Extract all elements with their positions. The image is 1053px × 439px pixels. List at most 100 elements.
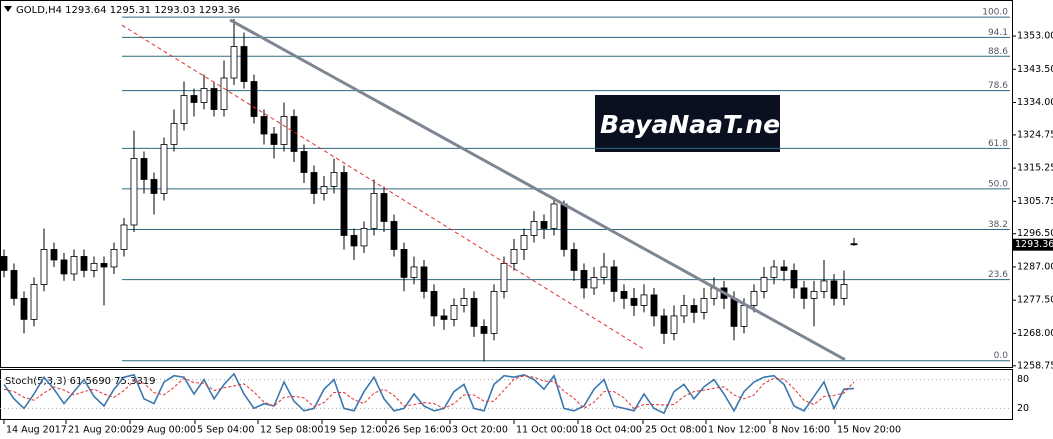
x-tick-label: 25 Oct 08:00 xyxy=(645,425,707,436)
candle-body xyxy=(770,266,778,278)
price-tag: 1293.36 xyxy=(1015,239,1053,250)
fib-label: 23.6 xyxy=(988,270,1008,280)
y-tick-label: 1315.25 xyxy=(1017,163,1053,174)
watermark-box xyxy=(595,95,780,152)
x-tick-label: 8 Nov 16:00 xyxy=(772,425,830,436)
candle-body xyxy=(50,249,58,261)
candle-body xyxy=(270,133,278,145)
candle-body xyxy=(280,116,288,145)
candle-body xyxy=(630,298,638,306)
candle-body xyxy=(590,277,598,289)
candle-body xyxy=(410,266,418,278)
candle-body xyxy=(730,298,738,327)
candle-body xyxy=(140,158,148,180)
candle-body xyxy=(780,266,788,271)
x-tick-label: 26 Sep 16:00 xyxy=(388,425,451,436)
fib-label: 78.6 xyxy=(988,81,1008,91)
candle-body xyxy=(380,193,388,222)
candle-body xyxy=(570,249,578,271)
candle-body xyxy=(660,315,668,334)
candle-body xyxy=(110,249,118,268)
y-tick-label: 20 xyxy=(1017,403,1029,414)
y-tick-label: 1334.00 xyxy=(1017,97,1053,108)
x-tick-label: 15 Nov 20:00 xyxy=(837,425,901,436)
candle-body xyxy=(0,256,8,271)
y-tick-label: 1296.50 xyxy=(1017,228,1053,239)
symbol: GOLD,H4 xyxy=(16,5,62,16)
candle-body xyxy=(20,298,28,320)
candle-body xyxy=(430,291,438,317)
x-tick-label: 29 Aug 00:00 xyxy=(132,425,196,436)
candle-body xyxy=(390,221,398,250)
candle-body xyxy=(240,46,248,82)
candle-body xyxy=(420,266,428,292)
candle-body xyxy=(180,95,188,124)
y-tick-label: 1258.75 xyxy=(1017,360,1053,371)
candle-body xyxy=(830,280,838,299)
candle-body xyxy=(440,315,448,320)
candle-body xyxy=(510,249,518,264)
main-frame xyxy=(0,0,1013,368)
fib-label: 61.8 xyxy=(988,139,1008,149)
stoch-title: Stoch(5,3,3) 61.5690 75.3319 xyxy=(5,376,156,387)
x-tick-label: 5 Sep 04:00 xyxy=(197,425,254,436)
fib-label: 100.0 xyxy=(982,8,1008,18)
candle-body xyxy=(530,221,538,236)
candle-body xyxy=(610,266,618,292)
y-tick-label: 1277.50 xyxy=(1017,295,1053,306)
menu-arrow xyxy=(4,6,12,12)
candle-body xyxy=(40,249,48,285)
candle-body xyxy=(230,46,238,79)
candle-body xyxy=(550,203,558,229)
candle-body xyxy=(260,116,268,135)
candle-body xyxy=(750,291,758,306)
fib-label: 94.1 xyxy=(988,28,1008,38)
candle-body xyxy=(760,277,768,292)
y-tick-label: 1343.50 xyxy=(1017,64,1053,75)
close: 1293.36 xyxy=(199,5,240,16)
candle-body xyxy=(330,172,338,187)
candle-body xyxy=(560,203,568,250)
candle-body xyxy=(500,263,508,292)
candle-body xyxy=(250,81,258,117)
candle-body xyxy=(290,116,298,152)
x-tick-label: 19 Sep 12:00 xyxy=(324,425,387,436)
candle-body xyxy=(580,270,588,289)
candle-body xyxy=(460,298,468,306)
candle-body xyxy=(220,77,228,110)
candle-body xyxy=(90,263,98,271)
candle-body xyxy=(400,249,408,278)
candle-body xyxy=(60,259,68,275)
candle-body xyxy=(520,235,528,250)
x-tick-label: 14 Aug 2017 xyxy=(6,425,67,436)
candle-body xyxy=(680,305,688,317)
candle-body xyxy=(340,172,348,236)
candle-body xyxy=(620,291,628,299)
candle-body xyxy=(30,284,38,320)
candle-body xyxy=(190,95,198,103)
candle-body xyxy=(170,123,178,145)
x-tick-label: 12 Sep 08:00 xyxy=(260,425,323,436)
x-tick-label: 1 Nov 12:00 xyxy=(708,425,766,436)
candle-body xyxy=(820,280,828,292)
fib-label: 88.6 xyxy=(988,47,1008,57)
stoch-frame xyxy=(0,369,1013,420)
fib-label: 50.0 xyxy=(988,179,1008,189)
candle-body xyxy=(200,88,208,103)
candle-body xyxy=(450,305,458,320)
candle-body xyxy=(470,298,478,327)
candle-body xyxy=(690,305,698,313)
trend-line xyxy=(121,24,646,351)
chart-title: GOLD,H4 1293.64 1295.31 1293.03 1293.36 xyxy=(16,5,240,16)
candle-body xyxy=(790,270,798,289)
candle-body xyxy=(640,294,648,306)
candle-body xyxy=(100,263,108,268)
candle-body xyxy=(740,305,748,327)
candle-body xyxy=(310,172,318,194)
candle-body xyxy=(70,256,78,275)
fib-label: 38.2 xyxy=(988,220,1008,230)
watermark: BayaNaaT.net xyxy=(600,110,793,139)
candle-body xyxy=(160,144,168,194)
candle-body xyxy=(700,298,708,313)
